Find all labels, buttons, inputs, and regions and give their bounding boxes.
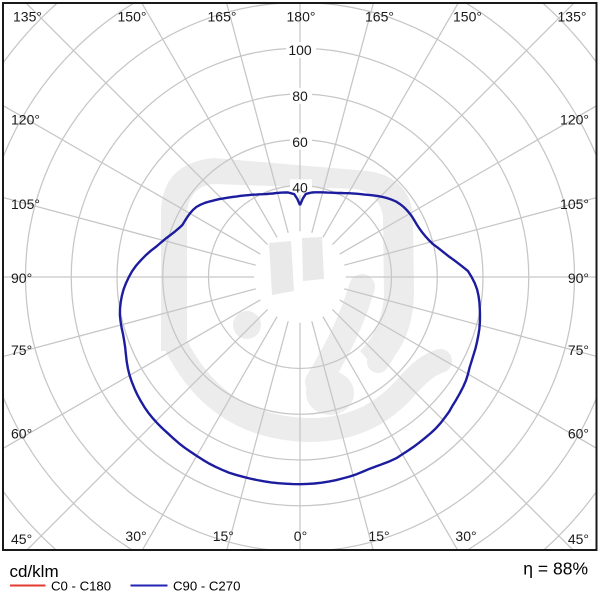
svg-text:0°: 0° bbox=[294, 528, 307, 544]
svg-text:105°: 105° bbox=[11, 196, 40, 212]
svg-text:40: 40 bbox=[292, 180, 308, 196]
svg-text:150°: 150° bbox=[118, 9, 147, 25]
svg-text:75°: 75° bbox=[11, 342, 32, 358]
svg-text:60°: 60° bbox=[568, 426, 589, 442]
svg-text:105°: 105° bbox=[560, 196, 589, 212]
svg-text:C0 - C180: C0 - C180 bbox=[51, 579, 111, 594]
svg-text:60: 60 bbox=[292, 134, 308, 150]
svg-text:30°: 30° bbox=[455, 528, 476, 544]
svg-text:165°: 165° bbox=[365, 9, 394, 25]
svg-text:60°: 60° bbox=[11, 426, 32, 442]
svg-text:100: 100 bbox=[288, 42, 312, 58]
svg-text:80: 80 bbox=[292, 88, 308, 104]
svg-text:150°: 150° bbox=[453, 9, 482, 25]
svg-text:120°: 120° bbox=[11, 112, 40, 128]
svg-text:45°: 45° bbox=[11, 531, 32, 547]
svg-text:90°: 90° bbox=[568, 270, 589, 286]
svg-text:120°: 120° bbox=[560, 112, 589, 128]
svg-text:45°: 45° bbox=[568, 531, 589, 547]
svg-text:C90 - C270: C90 - C270 bbox=[173, 579, 240, 594]
svg-text:30°: 30° bbox=[125, 528, 146, 544]
svg-text:90°: 90° bbox=[11, 270, 32, 286]
svg-text:180°: 180° bbox=[287, 9, 316, 25]
svg-text:η = 88%: η = 88% bbox=[523, 559, 588, 579]
svg-text:15°: 15° bbox=[368, 528, 389, 544]
svg-text:135°: 135° bbox=[558, 9, 587, 25]
svg-text:135°: 135° bbox=[13, 9, 42, 25]
svg-text:165°: 165° bbox=[208, 9, 237, 25]
svg-text:cd/klm: cd/klm bbox=[10, 562, 59, 581]
svg-text:75°: 75° bbox=[568, 342, 589, 358]
svg-text:15°: 15° bbox=[213, 528, 234, 544]
